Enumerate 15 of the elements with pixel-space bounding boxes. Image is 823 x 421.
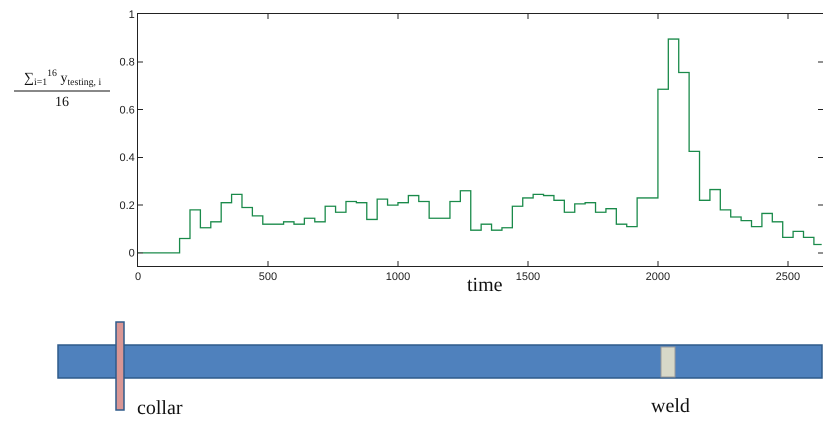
- text: collar: [137, 397, 183, 419]
- x-tick-label: 2500: [776, 271, 800, 284]
- x-tick-label: 500: [258, 271, 278, 284]
- text: weld: [651, 395, 690, 417]
- x-tick-label: 2000: [646, 271, 670, 284]
- x-axis-title: time: [467, 274, 503, 296]
- y-tick-label: 0.6: [120, 104, 135, 116]
- x-tick-label: 1500: [516, 271, 540, 284]
- y-tick-label: 0.8: [120, 56, 135, 69]
- x-tick-label: 1000: [386, 271, 410, 284]
- y-tick-label: 0.4: [120, 152, 135, 164]
- y-tick-label: 0.2: [120, 200, 135, 212]
- y-tick-label: 0: [128, 248, 135, 260]
- y-axis-title: ∑$_{i=1}$$^{16}$ y$_{testing, i}$ 16: [24, 68, 102, 110]
- y-tick-label: 1: [128, 8, 135, 21]
